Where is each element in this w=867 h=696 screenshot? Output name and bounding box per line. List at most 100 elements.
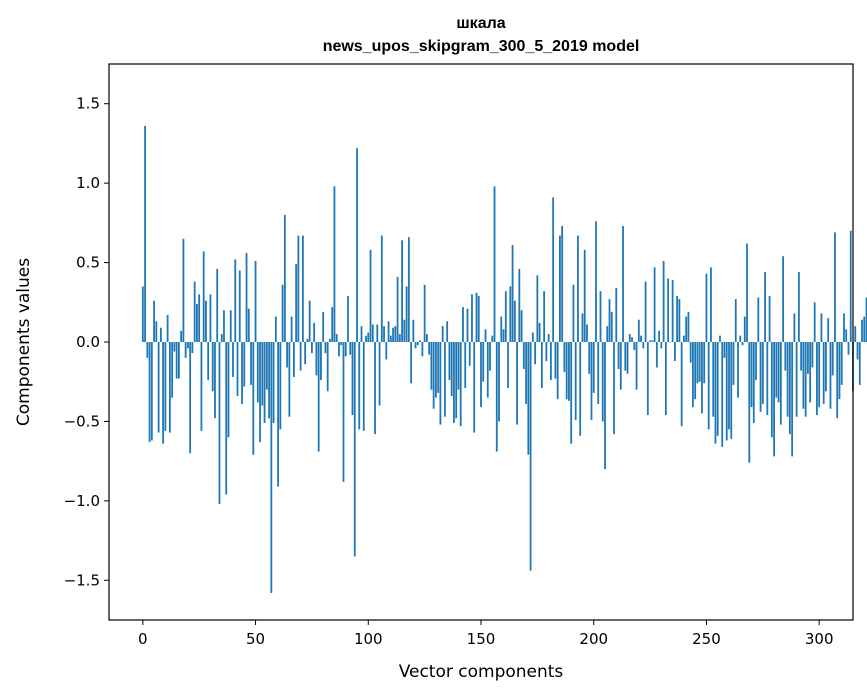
bar-113 [396, 276, 399, 342]
bar-228 [655, 342, 658, 368]
bar-127 [428, 342, 431, 355]
bar-268 [746, 243, 748, 342]
bar-13 [171, 342, 174, 398]
bar-132 [439, 342, 442, 425]
bar-20 [187, 342, 189, 349]
bar-114 [398, 334, 401, 342]
bar-42 [236, 342, 239, 397]
bar-41 [234, 259, 237, 342]
x-tick-label: 50 [246, 630, 265, 648]
bar-321 [865, 297, 867, 342]
bar-100 [367, 332, 370, 342]
bar-112 [394, 326, 397, 342]
bar-165 [513, 300, 516, 342]
bar-187 [563, 342, 566, 373]
bar-242 [687, 311, 690, 342]
bar-38 [227, 342, 230, 438]
bar-2 [146, 342, 149, 358]
bar-51 [256, 342, 259, 403]
bar-15 [175, 342, 178, 379]
y-axis-label: Components values [14, 258, 34, 426]
bar-205 [604, 342, 606, 470]
bar-130 [435, 342, 437, 398]
bar-84 [331, 307, 334, 342]
bar-36 [223, 310, 225, 342]
bar-292 [800, 342, 803, 371]
bar-258 [723, 342, 726, 358]
bar-16 [177, 342, 180, 379]
bar-88 [340, 342, 343, 346]
bar-1 [144, 125, 146, 342]
bar-298 [813, 302, 816, 342]
bar-92 [349, 342, 352, 355]
bar-59 [274, 316, 277, 342]
bar-160 [502, 329, 505, 342]
bar-240 [683, 335, 685, 342]
bar-65 [288, 342, 291, 417]
bar-285 [784, 342, 787, 371]
bar-204 [601, 342, 604, 422]
bar-309 [838, 342, 841, 400]
y-tick-label: 0.5 [76, 254, 100, 272]
bar-52 [259, 342, 261, 443]
bar-125 [423, 284, 426, 342]
bar-53 [261, 342, 264, 406]
bar-259 [725, 342, 728, 441]
bar-137 [450, 342, 453, 397]
bar-266 [741, 342, 744, 346]
bar-319 [861, 319, 863, 342]
bar-101 [369, 249, 372, 342]
bar-171 [527, 342, 530, 455]
bar-80 [322, 311, 325, 342]
bar-95 [356, 148, 358, 342]
bar-278 [768, 295, 771, 342]
bar-62 [281, 284, 284, 342]
bar-180 [547, 334, 550, 342]
bar-66 [290, 316, 293, 342]
bar-194 [579, 342, 582, 436]
bar-149 [477, 295, 480, 342]
bar-209 [613, 342, 615, 435]
bar-241 [685, 316, 688, 342]
bar-223 [644, 281, 647, 342]
bar-235 [671, 280, 674, 342]
bar-296 [809, 342, 812, 403]
bar-179 [545, 342, 548, 362]
bar-231 [662, 260, 665, 342]
bar-257 [721, 342, 724, 447]
bar-83 [329, 338, 331, 342]
bar-252 [710, 267, 712, 342]
bar-237 [676, 295, 679, 342]
x-tick-label: 0 [138, 630, 148, 648]
bar-48 [250, 342, 252, 385]
bar-250 [705, 273, 708, 342]
bar-270 [750, 342, 753, 408]
bar-172 [529, 342, 532, 571]
bar-139 [455, 342, 458, 419]
bar-316 [854, 326, 857, 342]
bar-21 [189, 342, 192, 454]
bar-280 [773, 342, 775, 457]
bar-85 [333, 186, 336, 342]
bar-267 [743, 316, 746, 342]
chart-title-line2: news_upos_skipgram_300_5_2019 model [323, 38, 640, 55]
y-tick-label: −0.5 [64, 412, 100, 430]
x-axis-ticks: 0 50 100 150 200 250 300 [138, 620, 834, 648]
bar-263 [734, 299, 737, 342]
bar-121 [414, 342, 417, 349]
bar-230 [660, 342, 663, 349]
bar-14 [173, 342, 176, 352]
bar-57 [270, 342, 273, 593]
bar-77 [315, 342, 318, 376]
bar-183 [554, 342, 557, 379]
bar-264 [737, 342, 739, 398]
bar-317 [856, 342, 859, 360]
x-tick-label: 200 [579, 630, 608, 648]
bar-211 [617, 342, 620, 370]
bar-123 [419, 340, 422, 342]
bar-206 [606, 326, 609, 342]
bar-32 [214, 342, 216, 419]
bar-158 [498, 342, 500, 422]
bar-12 [168, 342, 171, 433]
bar-157 [495, 342, 498, 452]
